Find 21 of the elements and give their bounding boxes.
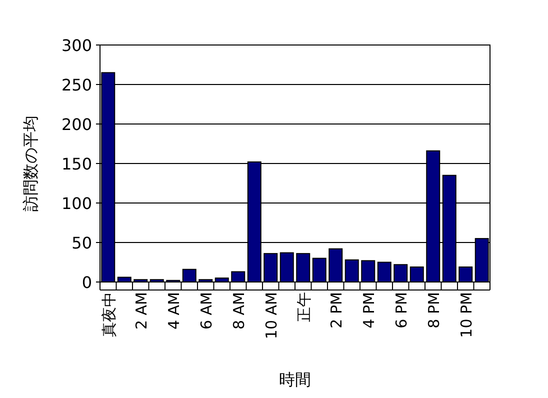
- x-tick-label: 6 PM: [392, 292, 411, 328]
- x-tick-label: 正午: [295, 292, 314, 322]
- x-tick-label: 8 AM: [230, 292, 248, 330]
- y-axis-title: 訪問数の平均: [21, 116, 40, 212]
- y-tick-label: 0: [82, 273, 92, 292]
- x-tick-label: 6 AM: [198, 292, 216, 330]
- y-tick-label: 100: [61, 194, 92, 213]
- x-tick-label: 4 PM: [360, 292, 378, 328]
- x-tick-label: 10 AM: [262, 292, 281, 340]
- x-tick-label: 10 PM: [458, 292, 476, 338]
- x-tick-label: 4 AM: [165, 292, 184, 330]
- x-tick-label: 2 AM: [132, 292, 151, 330]
- x-axis-title: 時間: [279, 370, 311, 389]
- x-tick-label: 8 PM: [425, 292, 444, 328]
- x-tick-label: 真夜中: [100, 292, 118, 337]
- y-tick-label: 150: [61, 154, 92, 174]
- y-tick-label: 250: [61, 76, 92, 94]
- y-tick-label: 300: [61, 36, 92, 55]
- x-tick-label: 2 PM: [328, 292, 346, 328]
- y-tick-label: 200: [61, 115, 92, 134]
- y-tick-label: 50: [72, 234, 92, 252]
